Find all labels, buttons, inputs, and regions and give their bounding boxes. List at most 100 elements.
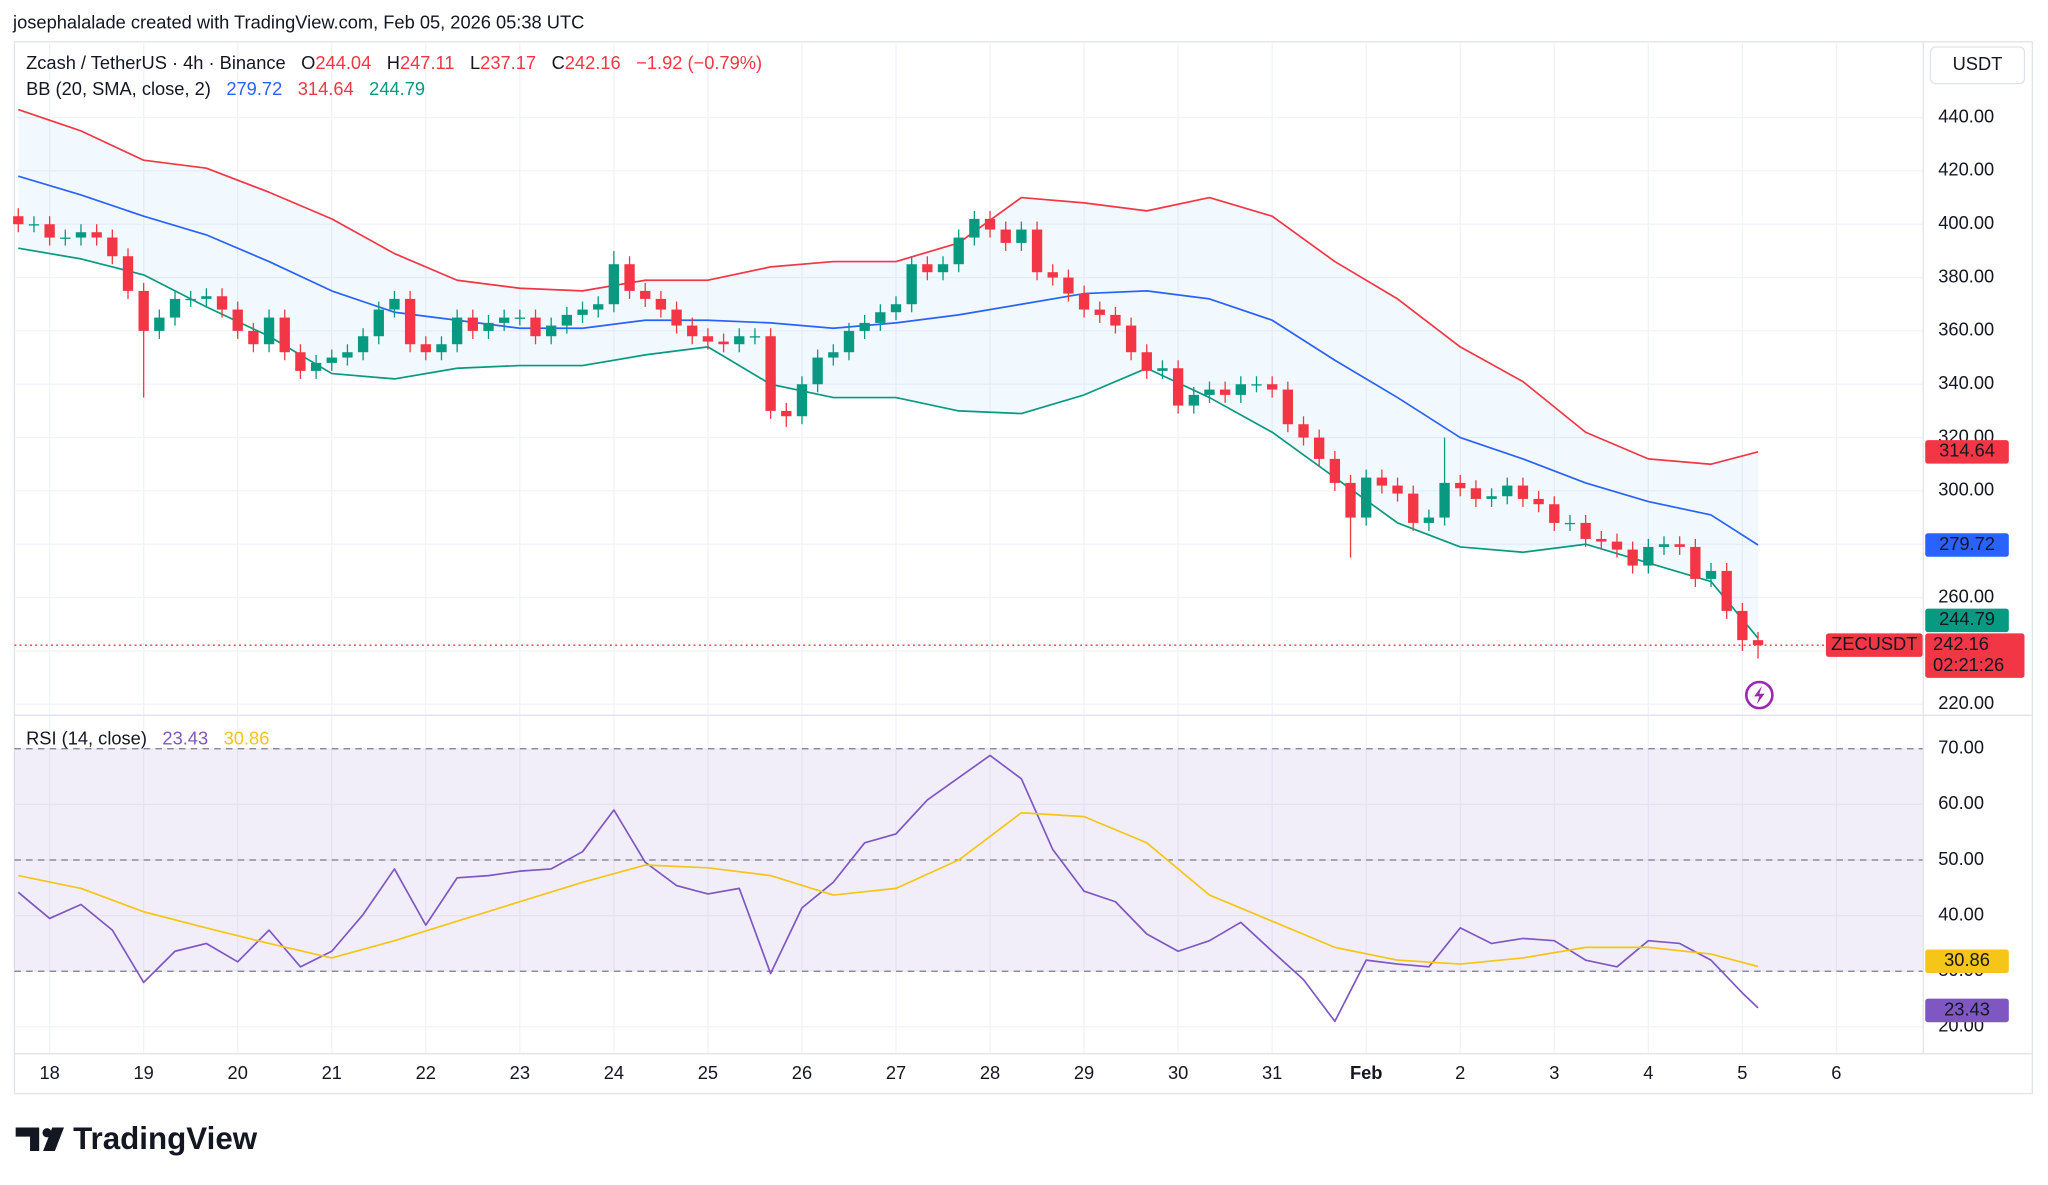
bb-lower-badge: 244.79 [1939, 608, 1995, 629]
y-tick-label: 380.00 [1938, 265, 1994, 286]
candle-body [1455, 482, 1466, 489]
ohlc-label: H [387, 52, 400, 73]
candle-body [1078, 293, 1090, 310]
candle-body [169, 298, 181, 318]
y-tick-label: 260.00 [1938, 585, 1994, 606]
candle-body [1031, 229, 1043, 273]
candle-body [530, 317, 541, 337]
candle-body [1658, 544, 1670, 547]
candle-body [1690, 546, 1701, 579]
candle-body [608, 264, 620, 305]
candle-body [1376, 477, 1388, 486]
logo-mark[interactable] [15, 1127, 40, 1152]
candle-body [342, 352, 353, 358]
candle-body [357, 336, 369, 353]
bb-upper-badge: 314.64 [1939, 440, 1995, 461]
candle-body [1016, 229, 1027, 243]
candle-body [389, 298, 400, 310]
candle-body [969, 218, 980, 238]
price-badge-bg [1925, 633, 2025, 678]
candle-body [577, 309, 588, 315]
bb-lower-value: 244.79 [369, 78, 425, 99]
candle-body [185, 298, 196, 301]
x-tick-label: 22 [416, 1062, 436, 1083]
candle-body [60, 237, 71, 239]
candle-body [138, 290, 149, 331]
bb-upper-badge-bg [1925, 440, 2009, 464]
candle-body [1564, 522, 1576, 525]
x-tick-label: 18 [39, 1062, 59, 1083]
candle-body [624, 264, 635, 291]
logo-dot[interactable] [42, 1128, 52, 1138]
candle-body [1737, 610, 1748, 641]
candle-body [467, 317, 478, 331]
line [18, 108, 1759, 466]
candle-body [1361, 477, 1372, 518]
price-badge: 242.16 [1933, 633, 1989, 654]
y-tick-label: 360.00 [1938, 319, 1994, 340]
y-tick-label: 440.00 [1938, 105, 1994, 126]
bb-legend: BB (20, SMA, close, 2) 279.72 314.64 244… [26, 78, 425, 99]
axes: 220.00240.00260.00280.00300.00320.00340.… [39, 105, 2025, 1083]
ohlc-value: 242.16 [565, 52, 621, 73]
candle-body [310, 362, 322, 371]
candle-body [420, 344, 431, 353]
y-tick-label: 60.00 [1938, 792, 1984, 813]
brand[interactable]: TradingView [73, 1121, 258, 1156]
candle-body [765, 336, 776, 411]
x-tick-label: Feb [1350, 1062, 1382, 1083]
candle-body [1314, 437, 1325, 459]
candle-body [1611, 541, 1623, 550]
y-tick-label: 70.00 [1938, 737, 1984, 758]
currency[interactable]: USDT [1953, 53, 2003, 74]
candle-body [749, 336, 761, 338]
candle-body [1627, 549, 1638, 566]
x-tick-label: 19 [134, 1062, 154, 1083]
candle-body [890, 304, 902, 313]
candle-body [498, 317, 510, 323]
bb-middle-badge-bg [1925, 533, 2009, 557]
candle-body [953, 237, 964, 265]
x-tick-label: 5 [1737, 1062, 1747, 1083]
candle-body [1721, 570, 1732, 611]
alert-bolt[interactable] [1754, 685, 1765, 705]
logo[interactable]: TradingView [15, 1121, 258, 1156]
bb-fill [18, 109, 1759, 639]
candle-body [1596, 538, 1607, 542]
candle-body [326, 357, 337, 363]
candle-body [1235, 384, 1246, 395]
candle-body [843, 330, 855, 353]
candle-body [1486, 496, 1497, 499]
candle-body [1157, 368, 1168, 371]
x-tick-label: 6 [1831, 1062, 1841, 1083]
candle-body [279, 317, 290, 353]
candle-body [812, 357, 823, 385]
x-tick-label: 26 [792, 1062, 812, 1083]
alert-icon[interactable] [1744, 680, 1774, 710]
candle-body [263, 317, 275, 345]
x-tick-label: 20 [228, 1062, 248, 1083]
candle-body [483, 322, 494, 331]
x-tick-label: 4 [1643, 1062, 1653, 1083]
x-tick-label: 23 [510, 1062, 530, 1083]
x-tick-label: 29 [1074, 1062, 1094, 1083]
candle-body [1345, 482, 1356, 518]
x-tick-label: 28 [980, 1062, 1000, 1083]
logo-mark[interactable] [43, 1127, 64, 1152]
y-tick-label: 420.00 [1938, 159, 1994, 180]
rsi-title: RSI (14, close) [26, 727, 147, 748]
candle-body [28, 224, 40, 226]
x-tick-label: 25 [698, 1062, 718, 1083]
bb-middle-value: 279.72 [226, 78, 282, 99]
candle-body [1408, 493, 1419, 523]
candle-body [1439, 482, 1450, 518]
candle-body [451, 317, 463, 345]
candle-body [514, 317, 526, 319]
x-tick-label: 30 [1168, 1062, 1188, 1083]
currency-box[interactable] [1929, 46, 2026, 85]
candle-body [201, 296, 212, 299]
x-tick-label: 31 [1262, 1062, 1282, 1083]
candle-body [1125, 325, 1137, 353]
candle-body [1094, 309, 1105, 315]
rsi-ma-value: 30.86 [224, 727, 270, 748]
